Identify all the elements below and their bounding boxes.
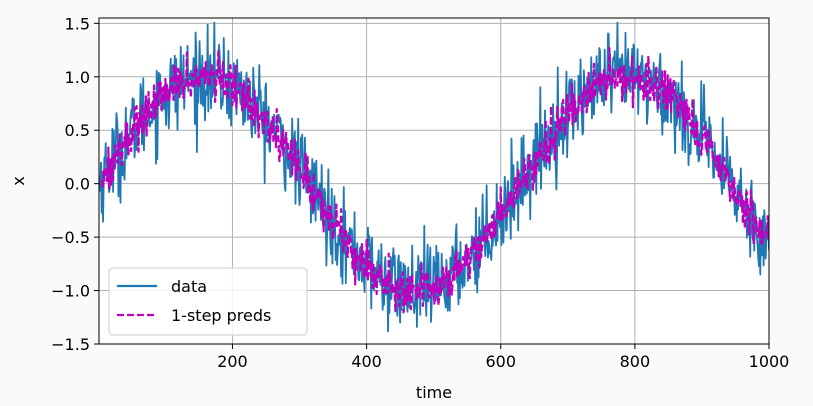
y-tick-label: 0.5 xyxy=(65,121,90,140)
y-tick-label: −1.0 xyxy=(51,282,90,301)
plot-frame xyxy=(98,17,770,345)
legend-label: 1-step preds xyxy=(171,306,271,325)
x-tick-label: 1000 xyxy=(749,352,790,371)
legend: data 1-step preds xyxy=(108,267,308,336)
y-tick-label: 1.0 xyxy=(65,68,90,87)
series-line-preds xyxy=(100,47,769,314)
x-tick-label: 200 xyxy=(217,352,248,371)
y-tick-label: −0.5 xyxy=(51,228,90,247)
x-tick-label: 600 xyxy=(485,352,516,371)
ticks: 200 400 600 800 1000 −1.5 −1.0 −0.5 0.0 0.5 1.0 1.5 xyxy=(51,14,789,371)
x-tick-label: 800 xyxy=(620,352,651,371)
legend-label: data xyxy=(171,277,207,296)
series-layer xyxy=(99,21,769,333)
y-axis-label: x xyxy=(9,176,28,185)
x-tick-label: 400 xyxy=(351,352,382,371)
y-tick-label: 1.5 xyxy=(65,14,90,33)
legend-box xyxy=(108,267,308,336)
x-axis-label: time xyxy=(416,383,452,402)
y-tick-label: −1.5 xyxy=(51,335,90,354)
y-tick-label: 0.0 xyxy=(65,175,90,194)
